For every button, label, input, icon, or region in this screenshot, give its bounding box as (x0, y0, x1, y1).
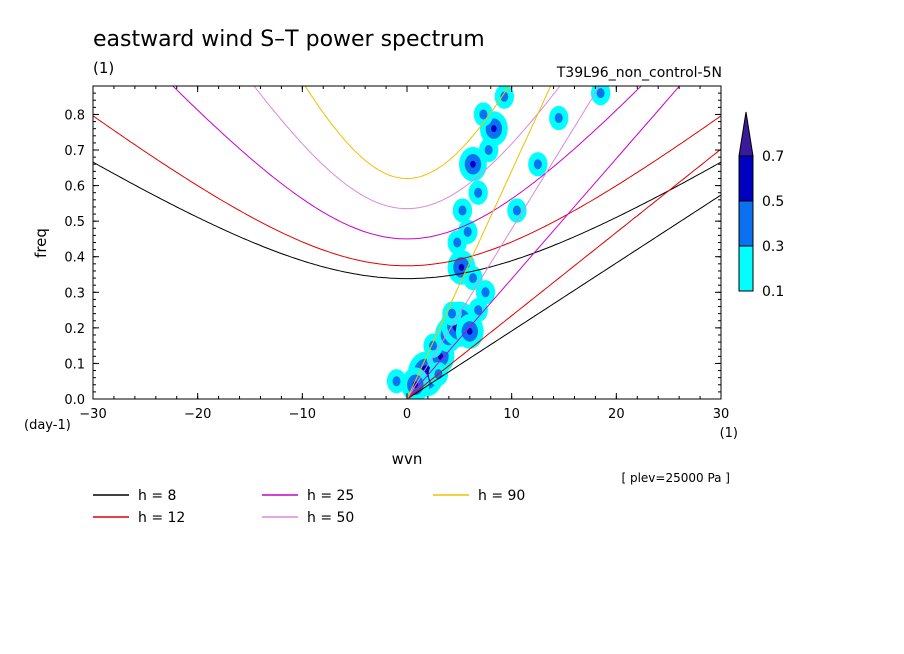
chart-subtitle-left: (1) (93, 59, 114, 77)
spectral-contour-blob (429, 340, 438, 351)
x-tick-label: −20 (184, 407, 211, 422)
spectral-contour-blob (470, 160, 476, 168)
y-tick-label: 0.8 (64, 108, 85, 123)
legend-label: h = 8 (138, 488, 176, 504)
colorbar-label: 0.3 (762, 239, 784, 255)
spectral-contours (386, 86, 611, 399)
colorbar-label: 0.1 (762, 284, 784, 300)
spectral-contour-blob (468, 273, 477, 284)
plot-area (93, 86, 721, 399)
spectral-contour-blob (392, 376, 401, 387)
colorbar-label: 0.7 (762, 149, 784, 165)
dispersion-curves (93, 86, 721, 399)
plot-frame (92, 85, 722, 400)
kelvin-curve-h12 (406, 148, 721, 399)
colorbar-segment (738, 155, 754, 202)
kelvin-curve-h50 (406, 86, 601, 399)
legend-label: h = 12 (138, 510, 185, 526)
spectral-contour-blob (474, 305, 483, 316)
x-tick-label: 20 (608, 407, 625, 422)
ig-curve-h50 (253, 86, 561, 210)
kelvin-curve-h25 (406, 86, 681, 399)
y-tick-label: 0.5 (64, 215, 85, 230)
spectral-contour-blob (481, 287, 490, 298)
x-tick-label: −10 (289, 407, 316, 422)
y-tick-label: 0.4 (64, 251, 85, 266)
y-tick-label: 0.2 (64, 322, 85, 337)
x-axis-label: wvn (392, 450, 423, 468)
x-tick-label: 30 (713, 407, 730, 422)
legend-label: h = 90 (478, 488, 525, 504)
spectral-contour-blob (491, 125, 497, 133)
y-tick-label: 0.6 (64, 180, 85, 195)
y-tick-label: 0.0 (64, 393, 85, 408)
y-axis-label: freq (32, 228, 50, 258)
spectral-contour-blob (533, 159, 542, 170)
x-unit-label: (1) (720, 426, 738, 441)
y-tick-label: 0.3 (64, 286, 85, 301)
spectral-contour-blob (554, 113, 563, 124)
x-tick-label: 0 (403, 407, 411, 422)
y-unit-label: (day-1) (24, 418, 71, 433)
colorbar-label: 0.5 (762, 194, 784, 210)
spectral-contour-blob (448, 308, 457, 319)
ig-curve-h8 (93, 161, 721, 280)
ig-curve-h90 (304, 86, 510, 180)
legend-label: h = 50 (307, 510, 354, 526)
chart-subtitle-right: T39L96_non_control-5N (556, 65, 722, 81)
ig-curve-h12 (93, 115, 721, 267)
spectral-contour-blob (474, 187, 483, 198)
y-tick-label: 0.1 (64, 357, 85, 372)
spectral-contour-blob (458, 205, 467, 216)
colorbar-segment (738, 200, 754, 247)
spectral-contour-blob (458, 263, 465, 271)
chart-title: eastward wind S–T power spectrum (93, 27, 485, 52)
spectral-contour-blob (512, 205, 521, 216)
plev-annotation: [ plev=25000 Pa ] (621, 471, 730, 485)
legend: h = 8 h = 12 h = 25 h = 50 h = 90 (93, 488, 525, 526)
spectral-contour-blob (453, 237, 462, 248)
ig-curve-h25 (172, 86, 642, 240)
colorbar: 0.1 0.3 0.5 0.7 (738, 111, 784, 300)
y-tick-label: 0.7 (64, 144, 85, 159)
spectral-contour-blob (596, 88, 605, 99)
kelvin-curve-h8 (406, 194, 721, 399)
kelvin-curve-h90 (406, 86, 552, 399)
colorbar-top-arrow (738, 111, 754, 157)
x-tick-label: 10 (503, 407, 520, 422)
spectral-contour-blob (463, 226, 472, 237)
spectral-contour-blob (467, 327, 473, 335)
spectral-contour-blob (484, 145, 493, 156)
colorbar-segment (738, 245, 754, 292)
legend-label: h = 25 (307, 488, 354, 504)
axis-ticks: −30 −20 −10 0 10 20 30 0.0 0.1 0.2 0.3 0.4 0.5 0.6 0.7… (64, 86, 729, 422)
x-tick-label: −30 (79, 407, 106, 422)
spectral-contour-blob (479, 109, 488, 120)
spectral-contour-blob (500, 91, 509, 102)
